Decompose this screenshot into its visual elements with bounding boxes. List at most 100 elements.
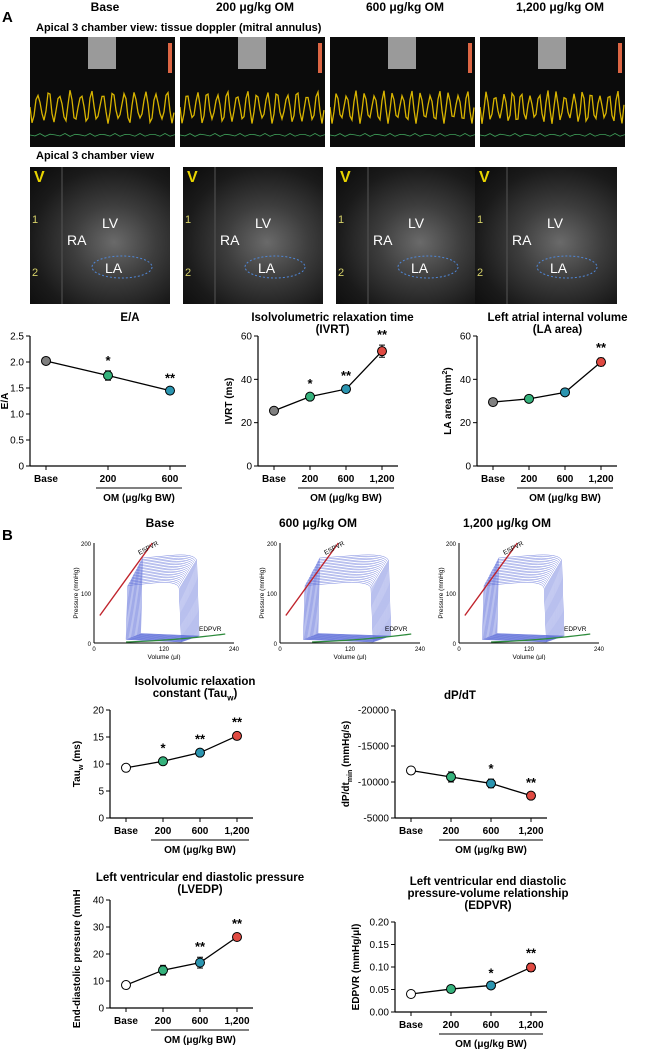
x-axis-label: OM (μg/kg BW) xyxy=(164,1035,236,1046)
chart-la: 0 20 40 60 Base 200 600 1,200 OM (μg/kg BW) LA ar… xyxy=(442,332,617,504)
pv-loop xyxy=(308,572,380,641)
x-tick-label: 200 xyxy=(100,474,117,485)
echo-lv-label: LV xyxy=(255,215,272,231)
y-tick-label: -5000 xyxy=(363,814,389,825)
panel-b-letter: B xyxy=(2,527,13,544)
x-tick-label: 1,200 xyxy=(518,1020,543,1031)
significance-label: * xyxy=(160,741,166,756)
y-tick-label: -15000 xyxy=(358,742,390,753)
echo-ra-label: RA xyxy=(67,232,87,248)
data-point xyxy=(486,778,496,789)
pv-loop xyxy=(133,567,192,640)
ecg-trace xyxy=(330,133,475,137)
pv-loop xyxy=(132,569,190,640)
pv-loop xyxy=(128,577,185,642)
data-point xyxy=(121,980,131,991)
significance-label: * xyxy=(307,376,313,391)
y-tick-label: 0 xyxy=(98,1004,104,1015)
x-tick-label: 600 xyxy=(162,474,179,485)
doppler-waveform xyxy=(480,90,625,124)
significance-label: * xyxy=(488,966,494,981)
pv-loop xyxy=(311,565,384,639)
pv-loop xyxy=(492,562,560,639)
significance-label: ** xyxy=(596,340,607,355)
pv-y-tick: 100 xyxy=(446,592,457,598)
pv-x-tick: 240 xyxy=(415,647,426,653)
espvr-label: ESPVR xyxy=(502,540,525,557)
y-axis-label: LA area (mm2) xyxy=(442,367,454,434)
x-axis-label: OM (μg/kg BW) xyxy=(455,845,527,856)
y-tick-label: 0.5 xyxy=(10,436,24,447)
y-tick-label: 40 xyxy=(460,375,472,386)
x-tick-label: 200 xyxy=(443,1020,460,1031)
y-tick-label: 0.00 xyxy=(370,1008,390,1019)
pv-y-tick: 200 xyxy=(267,542,278,548)
y-tick-label: 40 xyxy=(93,896,105,907)
pv-y-tick: 200 xyxy=(446,542,457,548)
x-tick-label: 1,200 xyxy=(588,474,613,485)
espvr-line xyxy=(99,542,153,616)
pv-loop xyxy=(316,556,391,637)
x-axis-label: OM (μg/kg BW) xyxy=(164,845,236,856)
pv-loop xyxy=(137,559,197,638)
echo-v-marker: V xyxy=(34,169,45,186)
chart-ea: 0 0.5 1.0 1.5 2.0 2.5 Base 200 600 OM (μg/kg BW) E… xyxy=(0,332,186,504)
x-tick-label: Base xyxy=(481,474,505,485)
data-point xyxy=(121,762,131,773)
echo-image-base: V 1 2 RA LV LA xyxy=(30,167,170,304)
edpvr-label: EDPVR xyxy=(564,626,587,633)
pv-loop xyxy=(485,575,551,641)
doppler-trace xyxy=(480,37,625,137)
series-line xyxy=(492,361,602,403)
pv-loop xyxy=(493,561,561,638)
x-tick-label: 200 xyxy=(155,1016,172,1027)
x-tick-label: 1,200 xyxy=(518,826,543,837)
echo-la-label: LA xyxy=(411,260,429,276)
x-tick-label: 200 xyxy=(155,826,172,837)
y-tick-label: -20000 xyxy=(358,706,390,717)
data-point xyxy=(596,357,606,367)
pv-loop-1200: 0 100 200 0 120 240 Pressure (mmHg) Volume (μl)… xyxy=(438,540,605,660)
series-line xyxy=(273,350,383,412)
pv-y-tick: 0 xyxy=(274,642,278,648)
echo-lv-label: LV xyxy=(408,215,425,231)
x-tick-label: 600 xyxy=(192,826,209,837)
echo-ra-label: RA xyxy=(220,232,240,248)
pv-loop xyxy=(139,556,199,637)
x-tick-label: 600 xyxy=(483,1020,500,1031)
doppler-inset xyxy=(88,37,116,69)
echo-lv-label: LV xyxy=(102,215,119,231)
y-tick-label: 10 xyxy=(93,977,105,988)
significance-label: ** xyxy=(232,916,243,931)
pv-loop xyxy=(484,577,550,642)
pv-y-tick: 0 xyxy=(453,642,457,648)
pv-x-tick: 120 xyxy=(159,647,170,653)
y-axis-label: dP/dtmin (mmHg/s) xyxy=(341,721,354,807)
chart-title-la: Left atrial internal volume (LA area) xyxy=(487,312,628,336)
y-axis-label: E/A xyxy=(0,393,11,410)
espvr-line xyxy=(464,542,518,616)
pv-loop xyxy=(303,582,374,643)
doppler-waveform xyxy=(180,89,325,124)
pv-x-tick: 120 xyxy=(345,647,356,653)
doppler-colorbar xyxy=(168,43,172,73)
y-tick-label: 20 xyxy=(241,418,253,429)
echo-image-200: V 1 2 RA LV LA xyxy=(183,167,323,304)
y-axis-label: End-diastolic pressure (mmHg) xyxy=(72,890,83,1028)
chart-title-lvedp: Left ventricular end diastolic pressure(… xyxy=(95,872,305,896)
y-tick-label: 60 xyxy=(241,332,253,343)
pv-loop xyxy=(309,570,381,640)
pv-y-tick: 200 xyxy=(81,542,92,548)
data-point xyxy=(232,730,242,741)
y-tick-label: 2.0 xyxy=(10,358,24,369)
espvr-label: ESPVR xyxy=(137,540,160,557)
data-point xyxy=(406,765,416,776)
pv-loop xyxy=(496,554,565,637)
significance-label: ** xyxy=(526,775,537,790)
pv-y-tick: 0 xyxy=(88,642,92,648)
pv-loop xyxy=(482,582,547,643)
echo-depth-1: 1 xyxy=(338,214,345,226)
x-tick-label: Base xyxy=(399,826,423,837)
chart-ivrt: 0 20 40 60 Base 200 600 1,200 OM (μg/kg BW) IVRT … xyxy=(224,327,398,504)
data-point xyxy=(158,756,168,767)
